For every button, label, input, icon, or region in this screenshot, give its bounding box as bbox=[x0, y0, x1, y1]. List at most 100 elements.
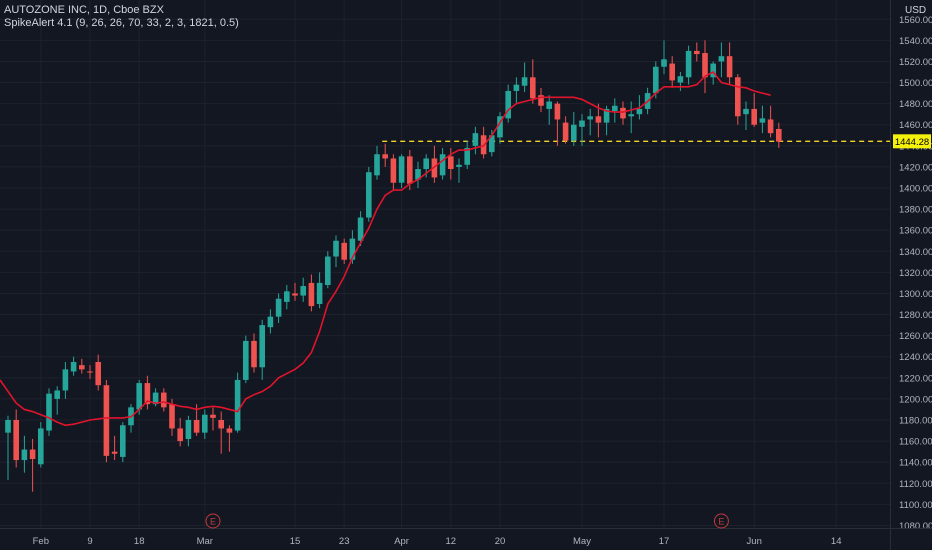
y-tick-label: 1400.00 bbox=[899, 184, 932, 195]
spikealert-indicator-line bbox=[0, 70, 771, 427]
candle-body bbox=[46, 393, 52, 431]
candle-body bbox=[390, 158, 397, 183]
candle-body bbox=[185, 420, 192, 439]
y-tick-label: 1240.00 bbox=[899, 352, 932, 363]
y-tick-label: 1280.00 bbox=[899, 310, 932, 321]
candle-body bbox=[464, 147, 470, 165]
y-tick-label: 1080.00 bbox=[899, 521, 932, 532]
y-tick-label: 1220.00 bbox=[899, 373, 932, 384]
x-tick-label: 14 bbox=[831, 536, 842, 547]
candle-body bbox=[144, 383, 151, 405]
x-tick-label: Feb bbox=[33, 536, 49, 547]
candle-body bbox=[603, 108, 610, 123]
candle-body bbox=[136, 383, 142, 410]
candle-body bbox=[267, 316, 274, 328]
candle-body bbox=[169, 404, 175, 429]
candle-body bbox=[308, 282, 315, 307]
x-tick-label: 18 bbox=[134, 536, 145, 547]
candle-body bbox=[685, 50, 692, 78]
candle-body bbox=[710, 63, 716, 78]
candle-body bbox=[38, 428, 44, 465]
candle-body bbox=[456, 164, 462, 167]
earnings-marker[interactable] bbox=[713, 513, 729, 529]
y-tick-label: 1540.00 bbox=[899, 36, 932, 47]
candle-body bbox=[251, 340, 257, 368]
candle-body bbox=[472, 133, 479, 146]
candle-body bbox=[513, 84, 520, 91]
candle-body bbox=[54, 390, 60, 399]
candle-body bbox=[341, 242, 347, 260]
y-tick-label: 1300.00 bbox=[899, 289, 932, 300]
y-tick-label: 1500.00 bbox=[899, 78, 932, 89]
candle-body bbox=[13, 420, 19, 461]
candle-body bbox=[521, 77, 528, 86]
current-price-label: 1444.28 bbox=[895, 137, 929, 148]
y-tick-label: 1140.00 bbox=[899, 458, 932, 469]
candle-body bbox=[234, 379, 241, 431]
candle-body bbox=[292, 293, 298, 296]
y-tick-label: 1160.00 bbox=[899, 437, 932, 448]
x-tick-label: 17 bbox=[659, 536, 670, 547]
candle-body bbox=[620, 107, 626, 119]
x-tick-label: 23 bbox=[339, 536, 350, 547]
symbol-title: AUTOZONE INC, 1D, Cboe BZX bbox=[4, 4, 164, 16]
candle-body bbox=[767, 119, 774, 134]
candle-body bbox=[530, 77, 536, 99]
candle-body bbox=[21, 449, 28, 461]
y-tick-label: 1320.00 bbox=[899, 268, 932, 279]
candle-body bbox=[612, 105, 618, 112]
y-tick-label: 1420.00 bbox=[899, 162, 932, 173]
candle-body bbox=[661, 59, 667, 67]
candle-body bbox=[284, 291, 290, 302]
earnings-marker-label: E bbox=[210, 517, 216, 527]
candle-body bbox=[366, 172, 372, 218]
candle-body bbox=[562, 122, 569, 141]
candle-body bbox=[300, 286, 306, 296]
x-tick-label: 9 bbox=[87, 536, 92, 547]
candle-body bbox=[316, 282, 323, 304]
candle-body bbox=[669, 63, 675, 81]
candle-body bbox=[571, 124, 577, 141]
x-tick-label: 12 bbox=[446, 536, 457, 547]
candle-body bbox=[546, 101, 552, 109]
candle-body bbox=[226, 428, 233, 433]
candle-body bbox=[161, 392, 167, 408]
candle-body bbox=[193, 420, 200, 433]
y-tick-label: 1360.00 bbox=[899, 226, 932, 237]
candle-body bbox=[415, 169, 421, 180]
candle-body bbox=[111, 451, 118, 454]
candle-body bbox=[653, 66, 659, 94]
y-tick-label: 1480.00 bbox=[899, 99, 932, 110]
indicator-title: SpikeAlert 4.1 (9, 26, 26, 70, 33, 2, 3,… bbox=[4, 17, 239, 29]
candle-body bbox=[554, 103, 561, 120]
candle-body bbox=[152, 392, 159, 405]
candle-body bbox=[243, 340, 249, 380]
candle-body bbox=[349, 238, 356, 260]
candle-body bbox=[636, 108, 643, 115]
candle-body bbox=[210, 414, 216, 418]
candle-body bbox=[751, 108, 757, 125]
candle-body bbox=[505, 90, 511, 119]
candle-body bbox=[579, 120, 585, 127]
candle-body bbox=[218, 420, 224, 429]
earnings-marker[interactable] bbox=[205, 513, 221, 529]
y-tick-label: 1180.00 bbox=[899, 416, 932, 427]
candle-body bbox=[70, 362, 77, 372]
candle-body bbox=[743, 108, 749, 115]
candle-body bbox=[423, 158, 429, 170]
y-tick-label: 1200.00 bbox=[899, 394, 932, 405]
currency-label: USD bbox=[905, 5, 927, 16]
candle-body bbox=[439, 154, 446, 176]
y-tick-label: 1120.00 bbox=[899, 479, 932, 490]
x-tick-label: Mar bbox=[197, 536, 213, 547]
y-tick-label: 1380.00 bbox=[899, 205, 932, 216]
chart-legend: AUTOZONE INC, 1D, Cboe BZX SpikeAlert 4.… bbox=[4, 4, 239, 30]
candle-body bbox=[677, 76, 684, 83]
candle-body bbox=[735, 77, 741, 117]
candle-body bbox=[489, 135, 495, 153]
x-tick-label: Apr bbox=[394, 536, 409, 547]
candle-body bbox=[95, 362, 101, 386]
